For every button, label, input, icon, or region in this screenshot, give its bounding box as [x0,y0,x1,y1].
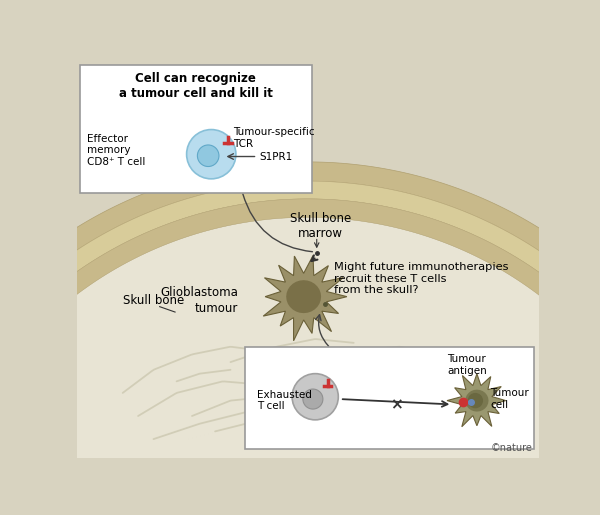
Text: Tumour
antigen: Tumour antigen [447,354,487,376]
Text: Skull bone: Skull bone [123,294,184,307]
Polygon shape [447,374,506,427]
Circle shape [303,389,323,409]
Polygon shape [0,199,600,515]
FancyArrowPatch shape [243,194,313,252]
Text: Tumour
cell: Tumour cell [491,388,529,410]
Text: Might future immunotherapies
recruit these T cells
from the skull?: Might future immunotherapies recruit the… [334,262,509,295]
Text: Glioblastoma
tumour: Glioblastoma tumour [160,286,238,315]
Text: ×: × [389,398,403,413]
Polygon shape [263,255,347,341]
Circle shape [467,393,483,408]
FancyBboxPatch shape [245,348,534,449]
Text: Cell can recognize
a tumour cell and kill it: Cell can recognize a tumour cell and kil… [119,72,273,100]
Circle shape [197,145,219,166]
Text: ©nature: ©nature [490,443,532,453]
Circle shape [292,374,338,420]
Text: Exhausted
T cell: Exhausted T cell [257,390,313,411]
Text: S1PR1: S1PR1 [260,151,293,162]
Polygon shape [0,181,600,515]
Text: Tumour-specific
TCR: Tumour-specific TCR [233,127,314,149]
Text: Skull bone
marrow: Skull bone marrow [290,212,351,240]
Circle shape [187,130,236,179]
Polygon shape [0,162,600,515]
Polygon shape [465,390,488,411]
FancyBboxPatch shape [80,65,312,194]
Polygon shape [0,217,600,515]
Text: Effector
memory
CD8⁺ T cell: Effector memory CD8⁺ T cell [86,134,145,167]
Polygon shape [286,280,321,313]
FancyArrowPatch shape [316,315,329,346]
